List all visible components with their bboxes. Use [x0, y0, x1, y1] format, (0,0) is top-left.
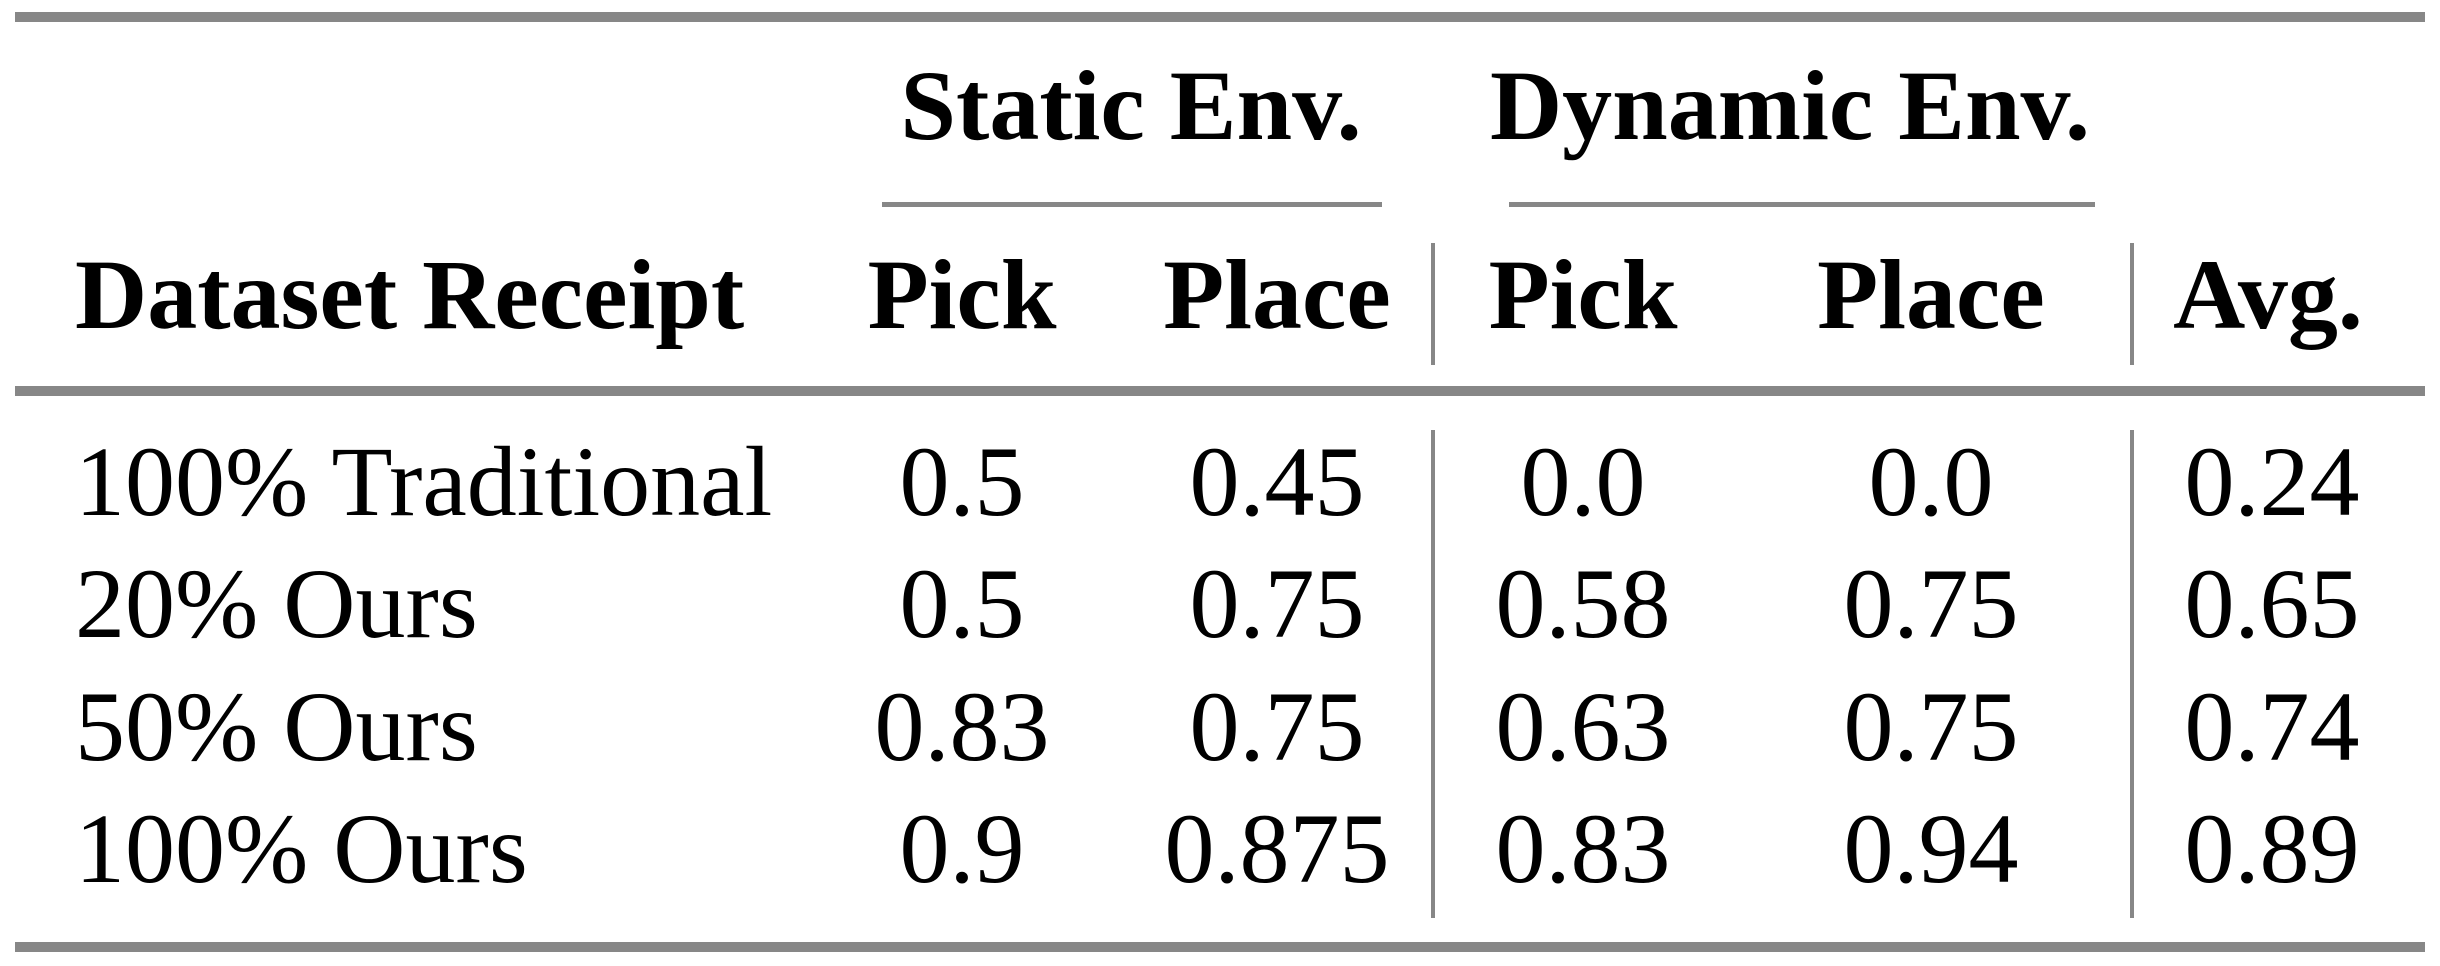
cell-avg: 0.89 — [2184, 793, 2360, 904]
cell-static-place: 0.75 — [1189, 548, 1365, 659]
row-label: 20% Ours — [75, 548, 478, 659]
cell-dynamic-place: 0.0 — [1868, 426, 1994, 537]
cell-avg: 0.65 — [2184, 548, 2360, 659]
row-label: 100% Traditional — [75, 426, 773, 537]
bottom-rule — [15, 942, 2425, 952]
cell-dynamic-pick: 0.0 — [1520, 426, 1646, 537]
header-dynamic-place: Place — [1817, 239, 2045, 350]
separator-static-dynamic-body — [1431, 430, 1435, 918]
cell-static-pick: 0.5 — [899, 426, 1025, 537]
separator-avg-header — [2130, 243, 2134, 365]
cell-dynamic-pick: 0.63 — [1495, 671, 1671, 782]
cell-static-pick: 0.83 — [874, 671, 1050, 782]
header-static-place: Place — [1163, 239, 1391, 350]
header-dynamic-pick: Pick — [1488, 239, 1678, 350]
cell-static-pick: 0.9 — [899, 793, 1025, 904]
cell-dynamic-pick: 0.83 — [1495, 793, 1671, 904]
separator-static-dynamic-header — [1431, 243, 1435, 365]
row-label: 100% Ours — [75, 793, 528, 904]
cell-static-place: 0.45 — [1189, 426, 1365, 537]
cell-static-pick: 0.5 — [899, 548, 1025, 659]
separator-avg-body — [2130, 430, 2134, 918]
cell-dynamic-pick: 0.58 — [1495, 548, 1671, 659]
dynamic-env-spanner-rule — [1509, 202, 2095, 207]
column-group-dynamic-env: Dynamic Env. — [1489, 50, 2091, 161]
cell-avg: 0.74 — [2184, 671, 2360, 782]
cell-dynamic-place: 0.94 — [1843, 793, 2019, 904]
cell-static-place: 0.75 — [1189, 671, 1365, 782]
cell-dynamic-place: 0.75 — [1843, 671, 2019, 782]
header-avg: Avg. — [2173, 239, 2363, 350]
header-dataset-receipt: Dataset Receipt — [75, 239, 745, 350]
cell-avg: 0.24 — [2184, 426, 2360, 537]
row-label: 50% Ours — [75, 671, 478, 782]
cell-dynamic-place: 0.75 — [1843, 548, 2019, 659]
header-static-pick: Pick — [867, 239, 1057, 350]
cell-static-place: 0.875 — [1164, 793, 1390, 904]
top-rule — [15, 12, 2425, 22]
column-group-static-env: Static Env. — [900, 50, 1362, 161]
header-rule — [15, 386, 2425, 396]
static-env-spanner-rule — [882, 202, 1382, 207]
